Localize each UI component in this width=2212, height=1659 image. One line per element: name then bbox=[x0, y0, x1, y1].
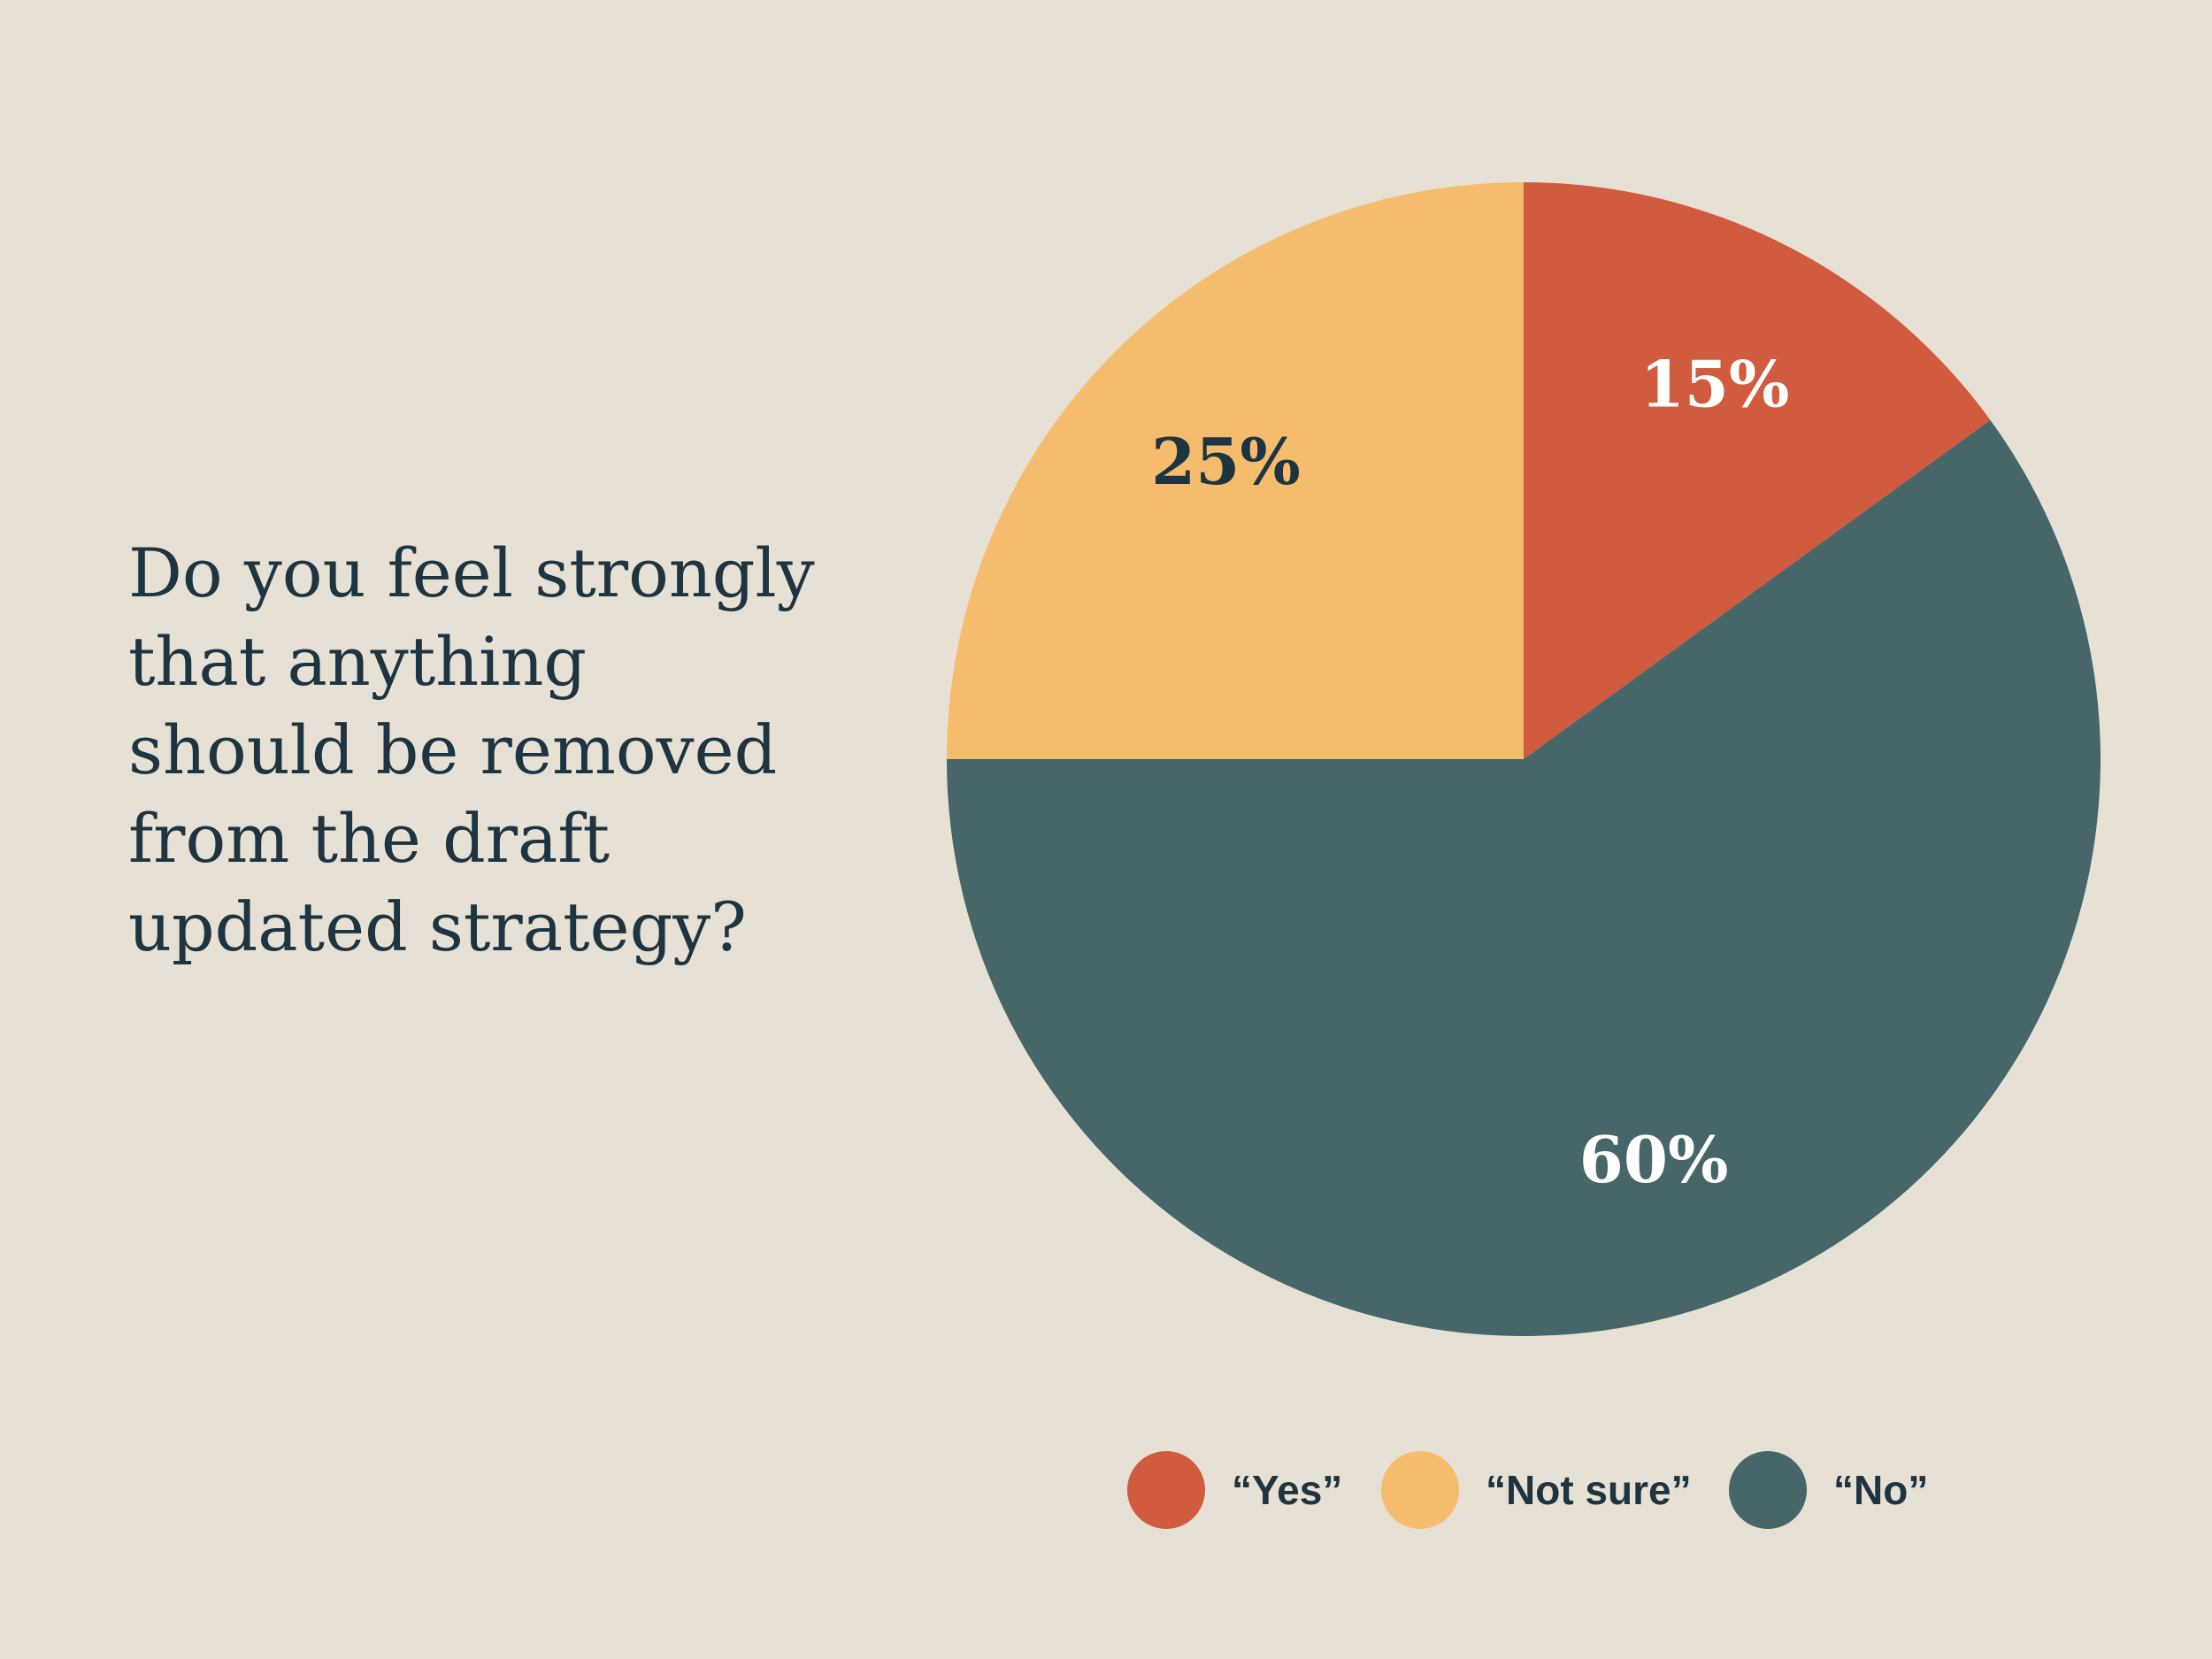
title-line-2: that anything bbox=[128, 622, 588, 701]
data-label-no: 60% bbox=[1579, 1122, 1729, 1197]
data-label-not-sure: 25% bbox=[1151, 424, 1301, 499]
pie-slice-yes bbox=[1524, 182, 1991, 759]
pie-slice-not-sure bbox=[947, 182, 1524, 759]
legend: “Yes” “Not sure” “No” bbox=[1127, 1451, 1928, 1529]
title-line-1: Do you feel strongly bbox=[128, 534, 815, 612]
title-line-4: from the draft bbox=[128, 799, 611, 878]
chart-title: Do you feel strongly that anything shoul… bbox=[128, 529, 889, 972]
pie-slices bbox=[947, 182, 2101, 1337]
title-line-5: updated strategy? bbox=[128, 887, 747, 966]
legend-swatch-yes bbox=[1127, 1451, 1205, 1529]
data-label-yes: 15% bbox=[1640, 346, 1790, 421]
slice-labels: 15% 25% 60% bbox=[1151, 346, 1789, 1197]
legend-label-not-sure: “Not sure” bbox=[1486, 1467, 1692, 1513]
legend-label-yes: “Yes” bbox=[1232, 1467, 1342, 1513]
title-line-3: should be removed bbox=[128, 710, 778, 789]
legend-swatch-no bbox=[1729, 1451, 1807, 1529]
pie-slice-no bbox=[947, 419, 2101, 1337]
legend-swatch-not-sure bbox=[1381, 1451, 1459, 1529]
legend-label-no: “No” bbox=[1833, 1467, 1928, 1513]
